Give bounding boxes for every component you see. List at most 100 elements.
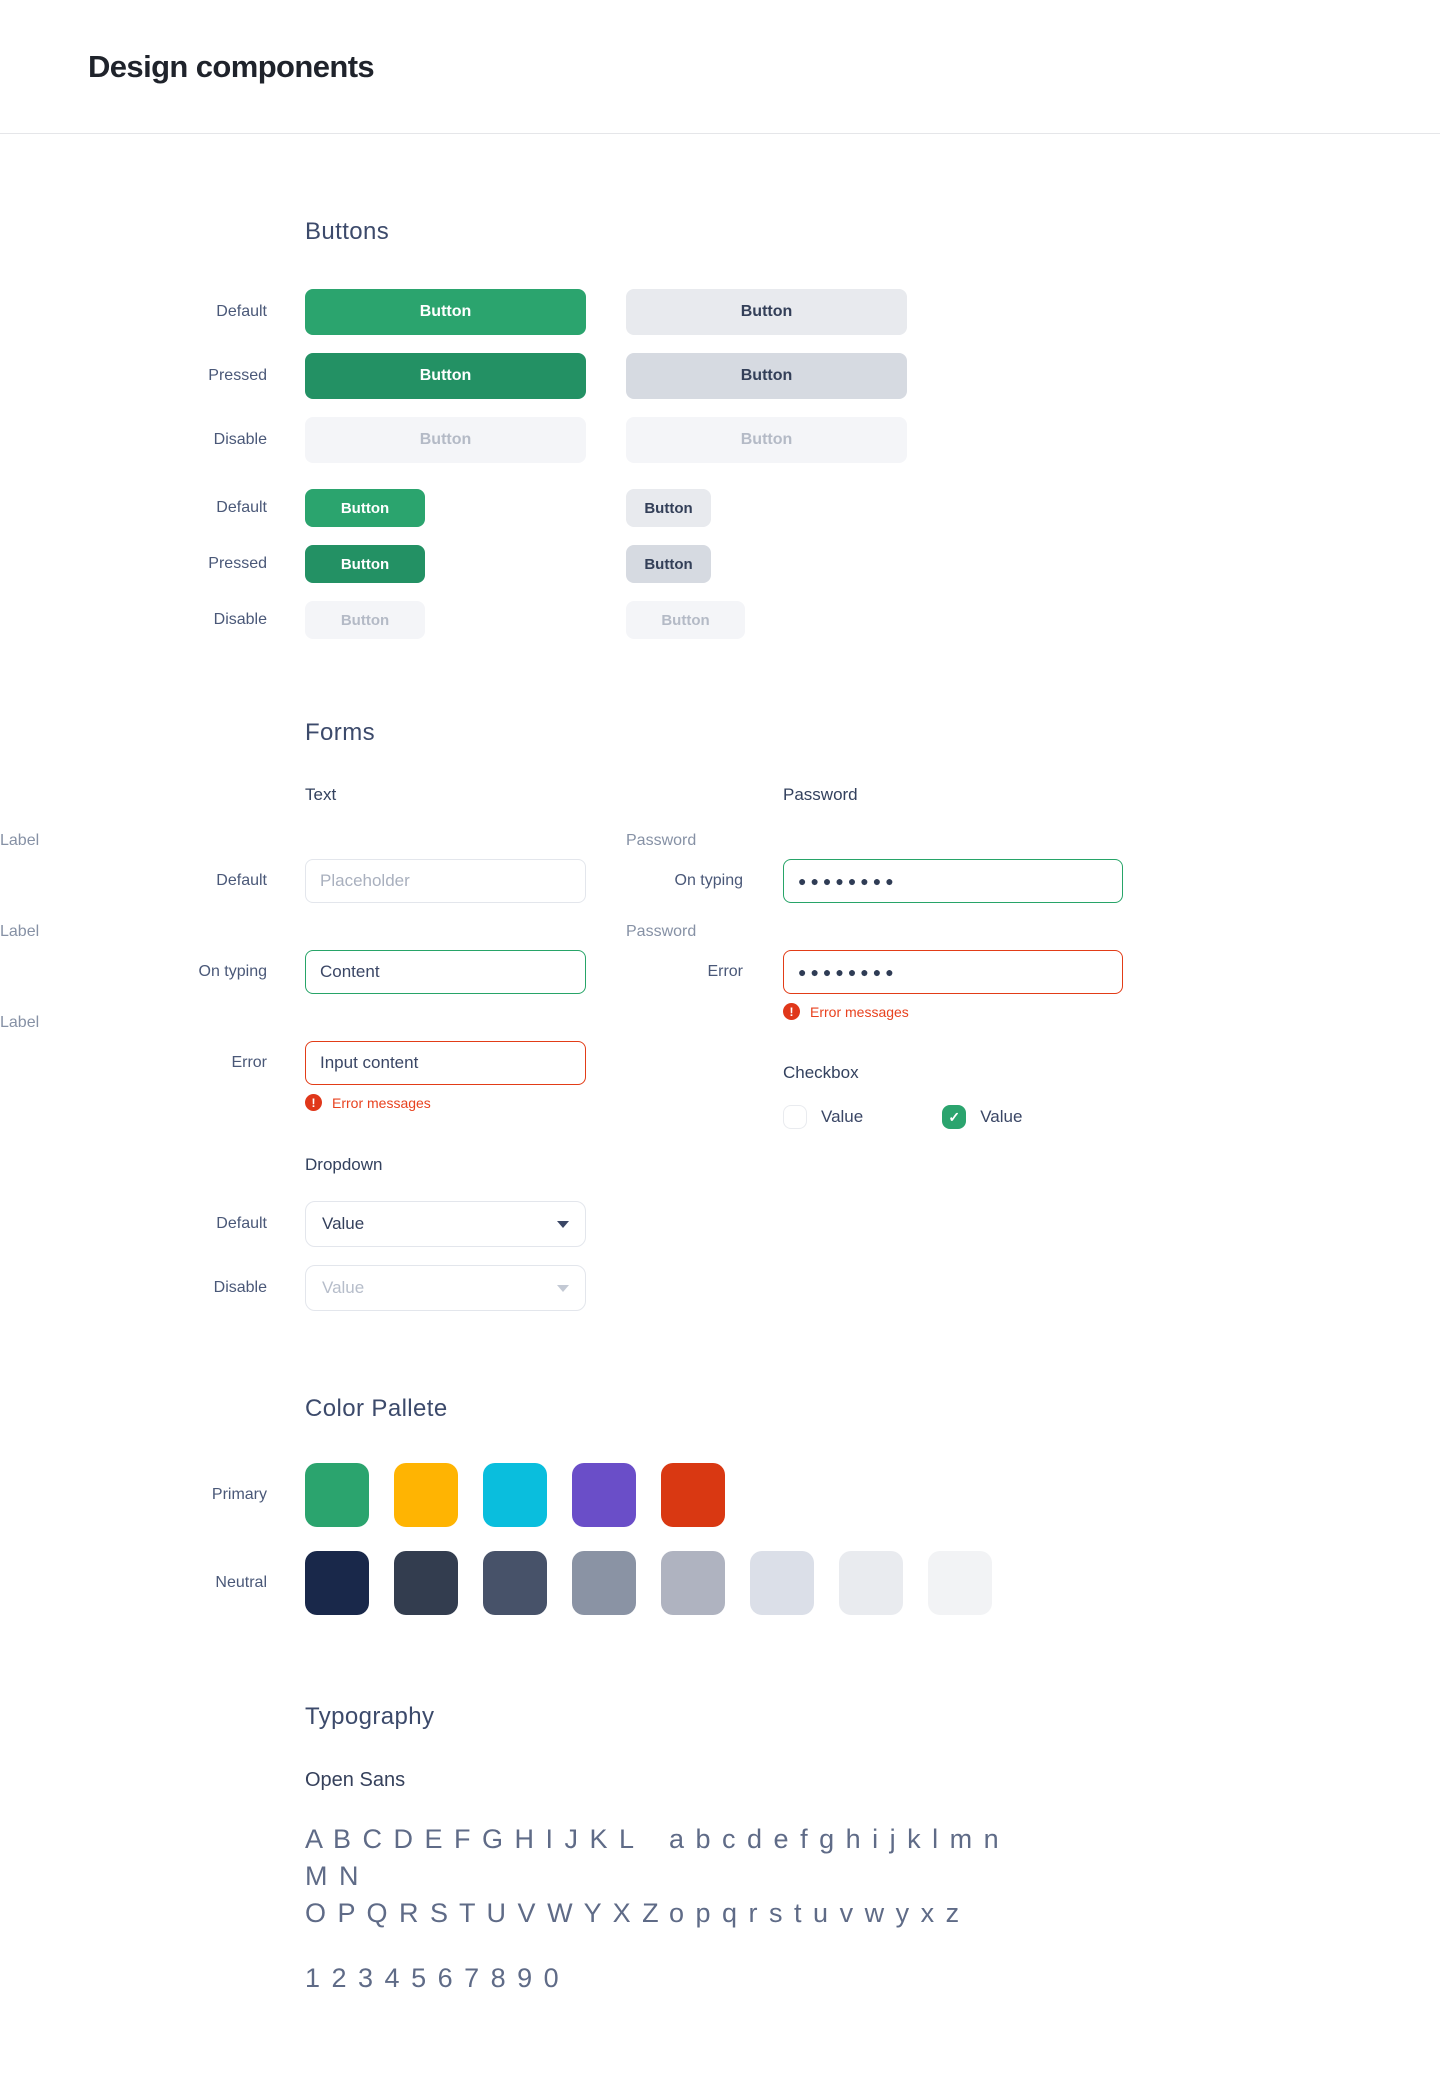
section-buttons: Buttons Default Button Button Pressed Bu… [0, 218, 1440, 639]
text-input-typing[interactable] [305, 950, 586, 994]
color-swatch-purple [572, 1463, 636, 1527]
primary-button-pressed[interactable]: Button [305, 353, 586, 399]
color-swatch-neutral-400 [661, 1551, 725, 1615]
specimen-line-1: A B C D E F G H I J K L M N a b c d e f … [305, 1821, 1440, 1895]
secondary-button-default[interactable]: Button [626, 289, 907, 335]
section-title-forms: Forms [305, 719, 375, 746]
button-slot: Button [626, 489, 907, 527]
color-swatch-neutral-50 [928, 1551, 992, 1615]
color-swatch-green [305, 1463, 369, 1527]
field-row-error: Error [0, 1041, 586, 1085]
field-row-typing: On typing [626, 859, 1123, 903]
section-typography: Typography Open Sans A B C D E F G H I J… [0, 1703, 1440, 2076]
specimen-line-2: O P Q R S T U V W Y X Z o p q r s t u v … [305, 1895, 1440, 1932]
secondary-small-button-pressed[interactable]: Button [626, 545, 711, 583]
password-input-typing[interactable] [783, 859, 1123, 903]
row-label: Default [216, 1215, 267, 1232]
error-icon: ! [305, 1094, 322, 1111]
specimen-numbers: 1 2 3 4 5 6 7 8 9 0 [305, 1963, 561, 1993]
forms-column-text: Text Label Default Label On typing Label… [0, 785, 586, 1311]
dropdown-default[interactable]: Value [305, 1201, 586, 1247]
page-title: Design components [88, 48, 375, 84]
row-label: Error [707, 963, 743, 980]
row-label: Default [216, 303, 267, 320]
button-slot: Button [305, 601, 586, 639]
dropdown-subheading: Dropdown [305, 1155, 383, 1174]
chevron-down-icon [557, 1220, 569, 1228]
color-swatch-neutral-200 [750, 1551, 814, 1615]
section-title-palette: Color Pallete [305, 1395, 448, 1422]
password-subheading: Password [783, 785, 858, 804]
font-name: Open Sans [305, 1769, 406, 1791]
uppercase-letters: A B C D E F G H I J K L M N [305, 1824, 636, 1891]
dropdown-row-disable: Disable Value [0, 1265, 586, 1311]
lowercase-letters: a b c d e f g h i j k l m n [669, 1824, 1001, 1854]
checkbox-label: Value [821, 1107, 864, 1126]
lowercase-letters: o p q r s t u v w y x z [669, 1898, 962, 1928]
button-slot: Button [305, 417, 586, 463]
primary-small-button-pressed[interactable]: Button [305, 545, 425, 583]
primary-button-disabled: Button [305, 417, 586, 463]
password-input-error[interactable] [783, 950, 1123, 994]
text-input-default[interactable] [305, 859, 586, 903]
button-slot: Button [626, 289, 907, 335]
field-label: Password [626, 923, 697, 940]
field-label: Label [0, 832, 40, 849]
checkbox-checked[interactable]: ✓ [942, 1105, 967, 1129]
text-input-error[interactable] [305, 1041, 586, 1085]
row-label: Disable [213, 611, 267, 628]
row-label: Default [216, 872, 267, 889]
primary-small-button-disabled: Button [305, 601, 425, 639]
error-message: Error messages [810, 1003, 909, 1020]
color-swatch-amber [394, 1463, 458, 1527]
field-row-default: Default [0, 859, 586, 903]
row-label: Pressed [208, 555, 267, 572]
error-message-row: ! Error messages [783, 1003, 1123, 1020]
secondary-small-button-disabled: Button [626, 601, 745, 639]
section-color-palette: Color Pallete Primary Neutral [0, 1395, 1440, 1615]
forms-column-password: Password Password On typing Password Err… [626, 785, 1123, 1311]
button-row-default-large: Default Button Button [0, 289, 1440, 335]
button-row-pressed-large: Pressed Button Button [0, 353, 1440, 399]
color-swatch-neutral-100 [839, 1551, 903, 1615]
chevron-down-icon [557, 1284, 569, 1292]
button-row-default-small: Default Button Button [0, 489, 1440, 527]
field-label: Label [0, 1014, 40, 1031]
button-slot: Button [626, 353, 907, 399]
field-label: Label [0, 923, 40, 940]
row-label: Primary [211, 1486, 267, 1503]
button-slot: Button [305, 489, 586, 527]
error-message-row: ! Error messages [305, 1094, 586, 1111]
field-row-error: Error [626, 950, 1123, 994]
checkbox-row: Value ✓ Value [783, 1105, 1123, 1129]
font-specimen: A B C D E F G H I J K L M N a b c d e f … [305, 1821, 1440, 1932]
secondary-small-button-default[interactable]: Button [626, 489, 711, 527]
color-swatch-neutral-500 [572, 1551, 636, 1615]
check-icon: ✓ [948, 1108, 961, 1125]
button-slot: Button [626, 545, 907, 583]
button-slot: Button [626, 601, 907, 639]
field-label: Password [626, 832, 697, 849]
secondary-button-disabled: Button [626, 417, 907, 463]
primary-button-default[interactable]: Button [305, 289, 586, 335]
checkbox-subheading: Checkbox [783, 1063, 859, 1082]
palette-row-neutral: Neutral [0, 1551, 1440, 1615]
page-header: Design components [0, 0, 1440, 134]
button-slot: Button [626, 417, 907, 463]
dropdown-value: Value [322, 1278, 365, 1297]
row-label: Default [216, 499, 267, 516]
secondary-button-pressed[interactable]: Button [626, 353, 907, 399]
field-row-typing: On typing [0, 950, 586, 994]
uppercase-letters: O P Q R S T U V W Y X Z [305, 1898, 661, 1928]
button-row-disable-large: Disable Button Button [0, 417, 1440, 463]
checkbox-label: Value [980, 1107, 1023, 1126]
checkbox-unchecked[interactable] [783, 1105, 807, 1129]
primary-small-button-default[interactable]: Button [305, 489, 425, 527]
section-title-typography: Typography [305, 1703, 435, 1730]
color-swatch-neutral-900 [305, 1551, 369, 1615]
row-label: Disable [213, 431, 267, 448]
button-slot: Button [305, 545, 586, 583]
button-slot: Button [305, 353, 586, 399]
checkbox-item-checked: ✓ Value [942, 1105, 1022, 1129]
dropdown-row-default: Default Value [0, 1201, 586, 1247]
